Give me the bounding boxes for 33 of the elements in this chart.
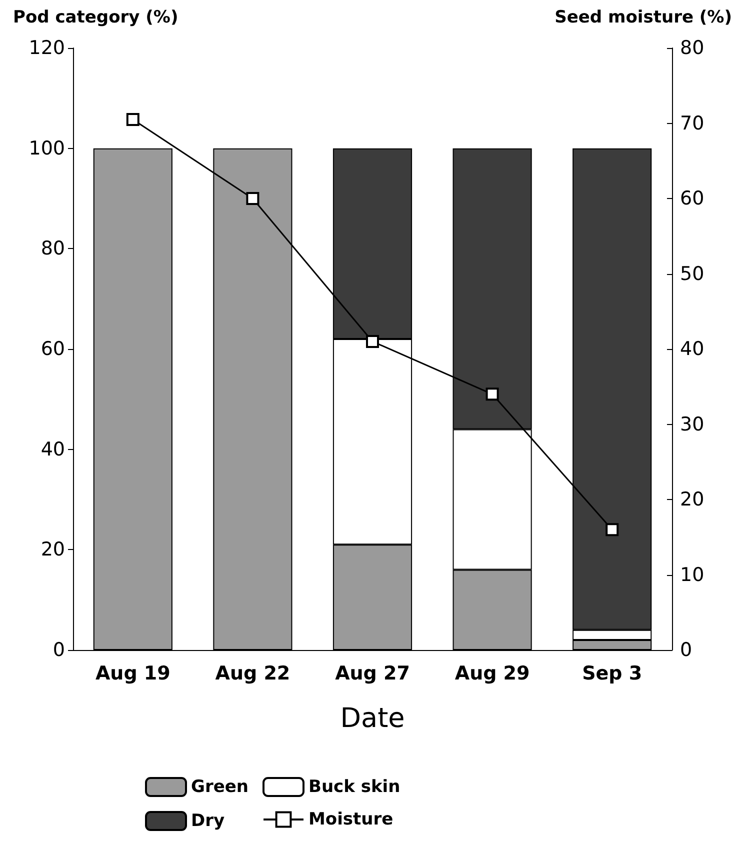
y-tick-label: 100 <box>28 137 65 160</box>
y-tick-label: 0 <box>52 639 65 661</box>
y2-tick-label: 30 <box>680 413 704 436</box>
y2-tick-label: 70 <box>680 112 704 134</box>
point <box>126 112 140 126</box>
point <box>606 523 619 536</box>
y2-tick-label: 10 <box>680 564 704 586</box>
y2-tick-label: 50 <box>680 262 704 285</box>
legend-label: Buck skin <box>308 777 400 797</box>
x-tick-label: Aug 27 <box>335 662 410 684</box>
y-tick-label: 40 <box>40 438 65 460</box>
x-tick-label: Aug 29 <box>454 662 530 684</box>
point <box>366 334 379 348</box>
y2-axis-title: Seed moisture (%) <box>554 8 732 28</box>
x-axis-title: Date <box>340 703 405 734</box>
y-tick-label: 120 <box>28 37 65 59</box>
point <box>246 192 260 205</box>
y-tick-label: 20 <box>40 538 65 561</box>
y2-tick-label: 40 <box>680 338 704 360</box>
legend-label: Moisture <box>308 810 394 830</box>
x-tick-label: Aug 22 <box>215 662 290 684</box>
y-tick-label: 60 <box>40 338 65 360</box>
y2-tick-label: 20 <box>680 488 704 510</box>
y2-tick-label: 60 <box>680 188 704 210</box>
y-axis-title: Pod category (%) <box>13 8 178 28</box>
point <box>486 388 499 401</box>
y2-tick-label: 80 <box>680 37 704 59</box>
x-tick-label: Aug 19 <box>95 662 170 684</box>
legend-label: Dry <box>191 811 225 831</box>
x-tick-label: Sep 3 <box>582 662 642 684</box>
y2-tick-label: 0 <box>680 639 692 661</box>
legend-label: Green <box>191 777 248 797</box>
y-tick-label: 80 <box>40 238 65 260</box>
